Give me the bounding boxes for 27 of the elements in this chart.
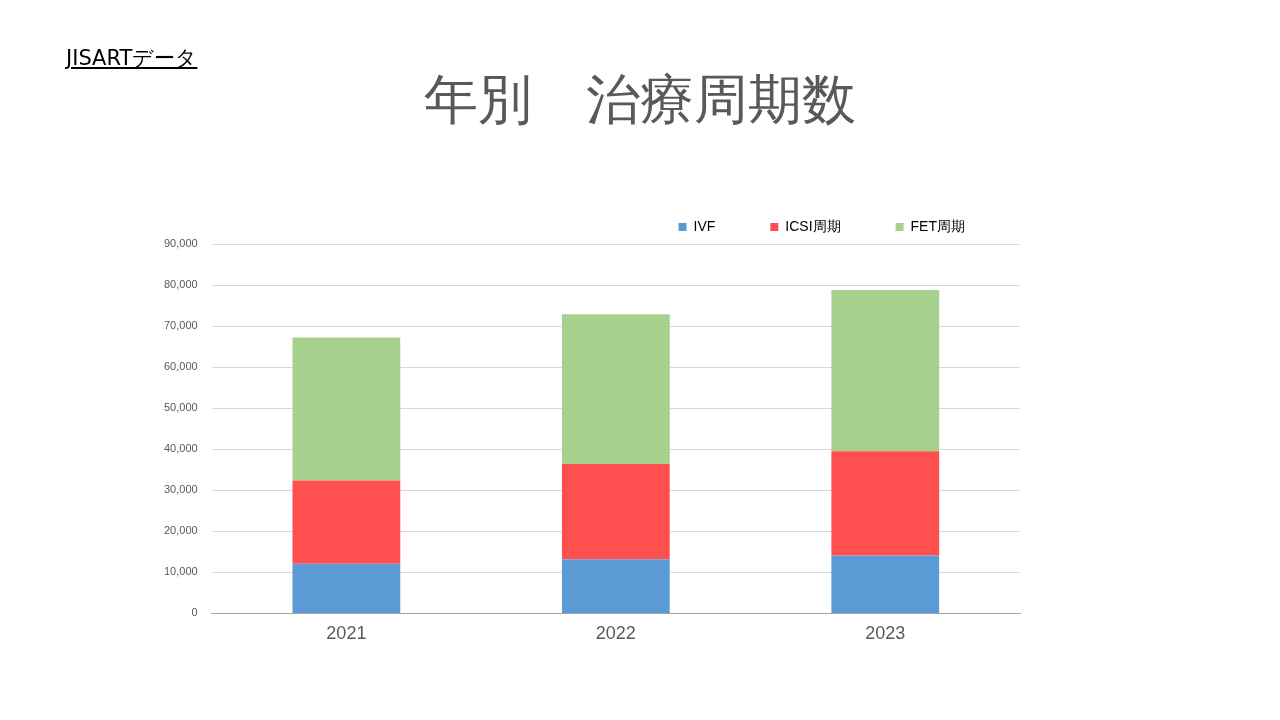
y-tick-label: 80,000: [163, 278, 198, 291]
legend-label: IVF: [693, 217, 716, 234]
text: JISARTデータ: [66, 45, 198, 72]
legend-label: FET周期: [910, 217, 966, 234]
x-tick-label: 2022: [595, 623, 636, 644]
legend-label: ICSI周期: [785, 217, 841, 234]
y-tick-label: 10,000: [163, 565, 198, 578]
bar: [292, 563, 401, 613]
bar: [292, 480, 401, 564]
y-tick-label: 50,000: [163, 401, 198, 414]
y-tick-label: 70,000: [163, 319, 198, 332]
chart-title: 年別 治療周期数: [424, 68, 856, 131]
bar: [831, 289, 940, 452]
y-tick-label: 0: [191, 606, 198, 619]
y-tick-label: 40,000: [163, 442, 198, 455]
bar: [561, 559, 670, 613]
y-tick-label: 60,000: [163, 360, 198, 373]
bar: [831, 451, 940, 556]
y-tick-label: 30,000: [163, 483, 198, 496]
y-tick-label: 20,000: [163, 524, 198, 537]
bar: [561, 464, 670, 560]
y-tick-label: 90,000: [163, 237, 198, 250]
bar: [292, 337, 401, 481]
bar: [561, 314, 670, 464]
x-tick-label: 2023: [865, 623, 906, 644]
bar: [831, 555, 940, 613]
x-tick-label: 2021: [326, 623, 367, 644]
